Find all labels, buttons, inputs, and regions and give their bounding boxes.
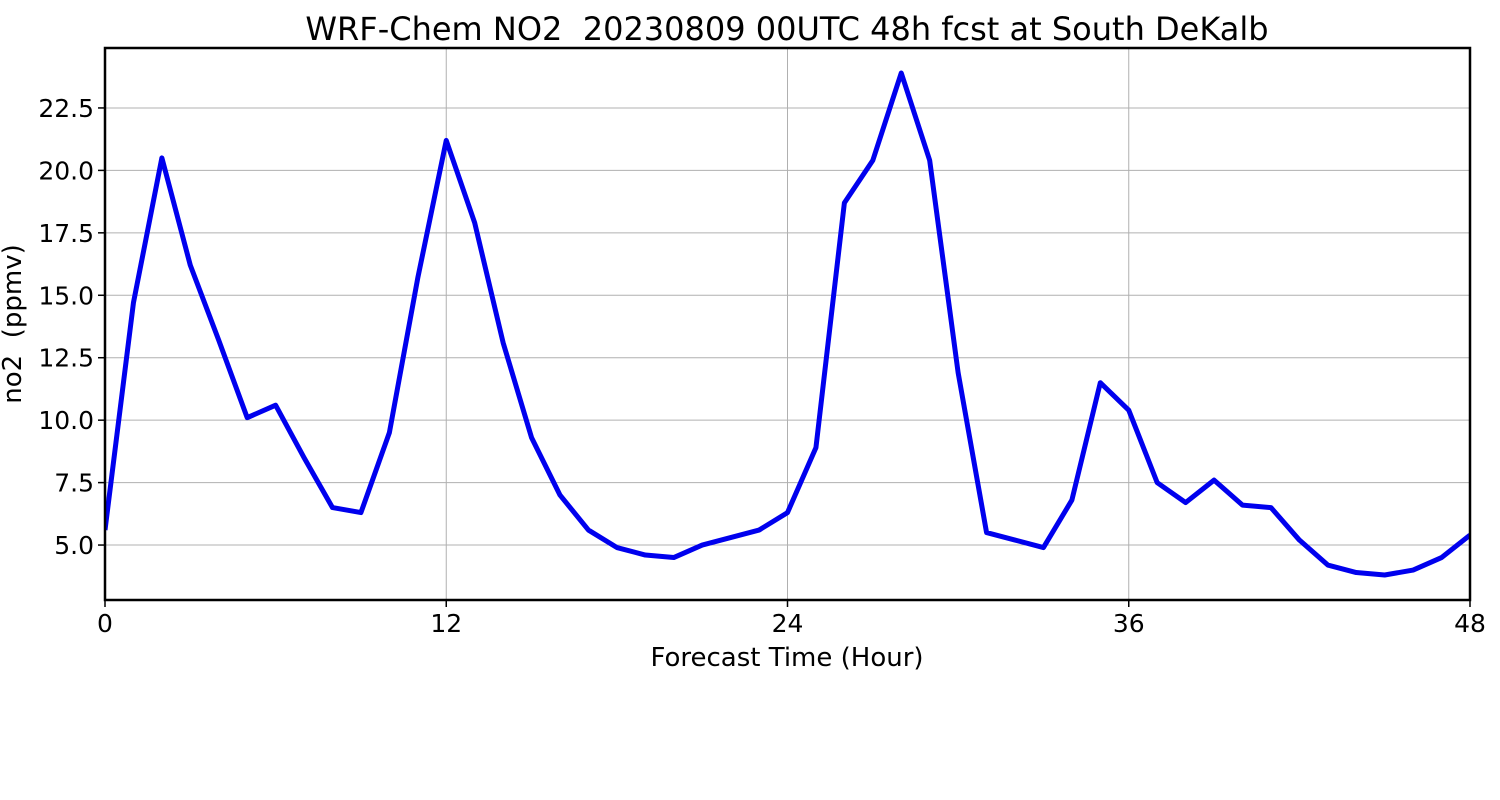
y-tick-label: 22.5 <box>38 94 94 123</box>
x-tick-label: 36 <box>1113 609 1145 638</box>
series-line <box>105 70 1470 578</box>
x-tick-label: 12 <box>430 609 462 638</box>
y-tick-label: 20.0 <box>38 156 94 185</box>
y-tick-label: 10.0 <box>38 406 94 435</box>
x-axis-label: Forecast Time (Hour) <box>650 643 923 673</box>
x-tick-label: 48 <box>1454 609 1486 638</box>
y-tick-label: 12.5 <box>38 344 94 373</box>
y-tick-label: 17.5 <box>38 219 94 248</box>
x-tick-label: 24 <box>772 609 804 638</box>
axis-ticks: 0 12 24 36 48 5.0 7.5 10.0 12.5 15.0 17.5 20.0 22.5 <box>38 94 1486 638</box>
x-tick-label: 0 <box>97 609 113 638</box>
chart-title: WRF-Chem NO2 20230809 00UTC 48h fcst at … <box>305 10 1268 48</box>
series-group <box>105 70 1470 578</box>
y-tick-label: 15.0 <box>38 281 94 310</box>
y-tick-label: 7.5 <box>54 469 94 498</box>
y-tick-label: 5.0 <box>54 531 94 560</box>
plot-frame <box>103 46 1472 602</box>
y-axis-label: no2 (ppmv) <box>0 244 28 403</box>
grid <box>104 48 1471 600</box>
